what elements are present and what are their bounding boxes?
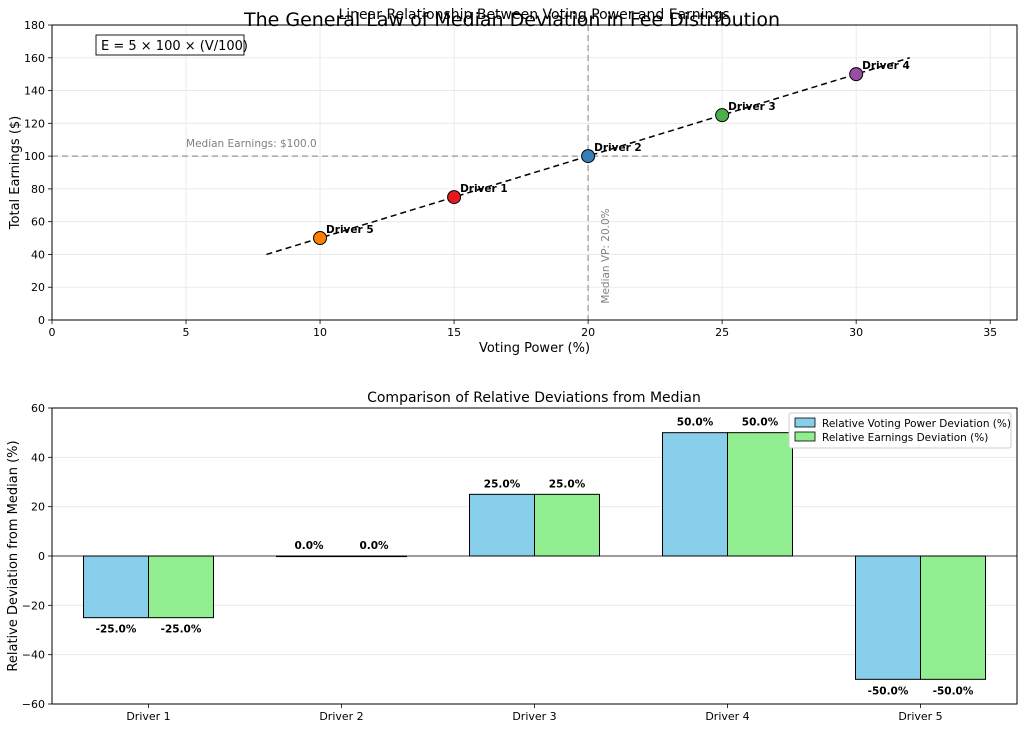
scatter-x-axis-label: Voting Power (%) — [479, 341, 590, 356]
x-tick-label: 25 — [715, 326, 729, 339]
y-tick-label: 20 — [31, 281, 45, 294]
legend-swatch — [794, 417, 816, 428]
figure-suptitle: The General Law of Median Deviation in F… — [243, 9, 780, 31]
x-tick-label: 5 — [183, 326, 190, 339]
point-label: Driver 3 — [728, 101, 776, 113]
scatter-ticks: 0 5 10 15 20 25 30 35 0 20 40 60 80 100 120 140 160 180 — [24, 19, 997, 339]
data-point — [447, 190, 462, 205]
data-point-group: Driver 1 — [447, 183, 508, 205]
legend-swatch — [794, 431, 816, 442]
data-point-group: Driver 4 — [849, 60, 910, 82]
formula-box-frame — [95, 34, 245, 56]
bar-value-label: 0.0% — [359, 540, 389, 552]
bar — [148, 555, 214, 619]
y-tick-label: 60 — [31, 402, 45, 415]
bar-value-label: 25.0% — [549, 478, 586, 490]
formula-box: E = 5 × 100 × (V/100) — [95, 34, 248, 56]
scatter-reference-lines: Median Earnings: $100.0 Median VP: 20.0% — [52, 25, 1017, 320]
y-tick-label: 80 — [31, 183, 45, 196]
data-point — [849, 67, 864, 82]
y-tick-label: −60 — [22, 698, 45, 711]
y-tick-label: 180 — [24, 19, 45, 32]
scatter-y-axis-label: Total Earnings ($) — [8, 116, 23, 230]
category-label: Driver 5 — [898, 710, 942, 723]
bar-y-axis-label: Relative Deviation from Median (%) — [6, 440, 21, 671]
bar-value-label: -50.0% — [868, 685, 909, 697]
category-label: Driver 2 — [319, 710, 363, 723]
data-point-group: Driver 5 — [313, 224, 374, 246]
x-tick-label: 10 — [313, 326, 327, 339]
data-point-group: Driver 3 — [715, 101, 776, 123]
category-label: Driver 1 — [126, 710, 170, 723]
x-tick-label: 35 — [983, 326, 997, 339]
bar — [662, 432, 728, 557]
point-label: Driver 2 — [594, 142, 642, 154]
median-vp-label: Median VP: 20.0% — [600, 208, 612, 303]
data-point — [581, 149, 596, 164]
category-label: Driver 4 — [705, 710, 749, 723]
bar-value-label: -25.0% — [161, 624, 202, 636]
bar-value-label: 50.0% — [677, 417, 714, 429]
point-label: Driver 5 — [326, 224, 374, 236]
bar-value-label: -50.0% — [933, 685, 974, 697]
bar — [469, 493, 535, 557]
x-tick-label: 15 — [447, 326, 461, 339]
bar — [83, 555, 149, 619]
y-tick-label: −20 — [22, 599, 45, 612]
legend-label: Relative Earnings Deviation (%) — [822, 432, 988, 444]
bar — [855, 555, 921, 680]
fit-line — [266, 57, 910, 256]
y-tick-label: 140 — [24, 85, 45, 98]
point-label: Driver 1 — [460, 183, 508, 195]
y-tick-label: 40 — [31, 451, 45, 464]
y-tick-label: −40 — [22, 649, 45, 662]
y-tick-label: 60 — [31, 216, 45, 229]
bar-value-label: -25.0% — [96, 624, 137, 636]
bar — [534, 493, 600, 557]
data-point-group: Driver 2 — [581, 142, 642, 164]
scatter-chart: Linear Relationship Between Voting Power… — [8, 7, 1018, 356]
point-label: Driver 4 — [862, 60, 910, 72]
y-tick-label: 0 — [38, 550, 45, 563]
bar-legend: Relative Voting Power Deviation (%) Relat… — [788, 412, 1012, 449]
bar-value-label: 25.0% — [484, 478, 521, 490]
bar-chart-title: Comparison of Relative Deviations from M… — [367, 390, 701, 406]
y-tick-label: 160 — [24, 52, 45, 65]
category-label: Driver 3 — [512, 710, 556, 723]
y-tick-label: 40 — [31, 248, 45, 261]
formula-text: E = 5 × 100 × (V/100) — [101, 39, 248, 54]
median-earnings-label: Median Earnings: $100.0 — [186, 138, 317, 150]
scatter-plot-frame — [51, 24, 1018, 321]
x-tick-label: 0 — [49, 326, 56, 339]
data-point — [715, 108, 730, 123]
y-tick-label: 120 — [24, 117, 45, 130]
bar-value-label: 0.0% — [294, 540, 324, 552]
bar — [727, 432, 793, 557]
bar-series: -25.0% -25.0% 0.0% 0.0% 25.0% 25.0% 50.0% 50.0%… — [83, 417, 986, 697]
scatter-fit-line — [266, 57, 910, 256]
scatter-points: Driver 1 Driver 2 Driver 3 Driver 4 Driver 5 — [313, 60, 910, 246]
scatter-title: Linear Relationship Between Voting Power… — [338, 7, 729, 23]
x-tick-label: 30 — [849, 326, 863, 339]
y-tick-label: 0 — [38, 314, 45, 327]
data-point — [313, 231, 328, 246]
legend-label: Relative Voting Power Deviation (%) — [822, 418, 1011, 430]
bar — [920, 555, 986, 680]
bar-chart: Comparison of Relative Deviations from M… — [6, 390, 1018, 723]
x-tick-label: 20 — [581, 326, 595, 339]
bar-value-label: 50.0% — [742, 417, 779, 429]
y-tick-label: 100 — [24, 150, 45, 163]
bar-ticks: −60 −40 −20 0 20 40 60 Driver 1 Driver 2 Driver 3… — [22, 402, 943, 723]
y-tick-label: 20 — [31, 501, 45, 514]
legend-frame — [788, 412, 1012, 449]
